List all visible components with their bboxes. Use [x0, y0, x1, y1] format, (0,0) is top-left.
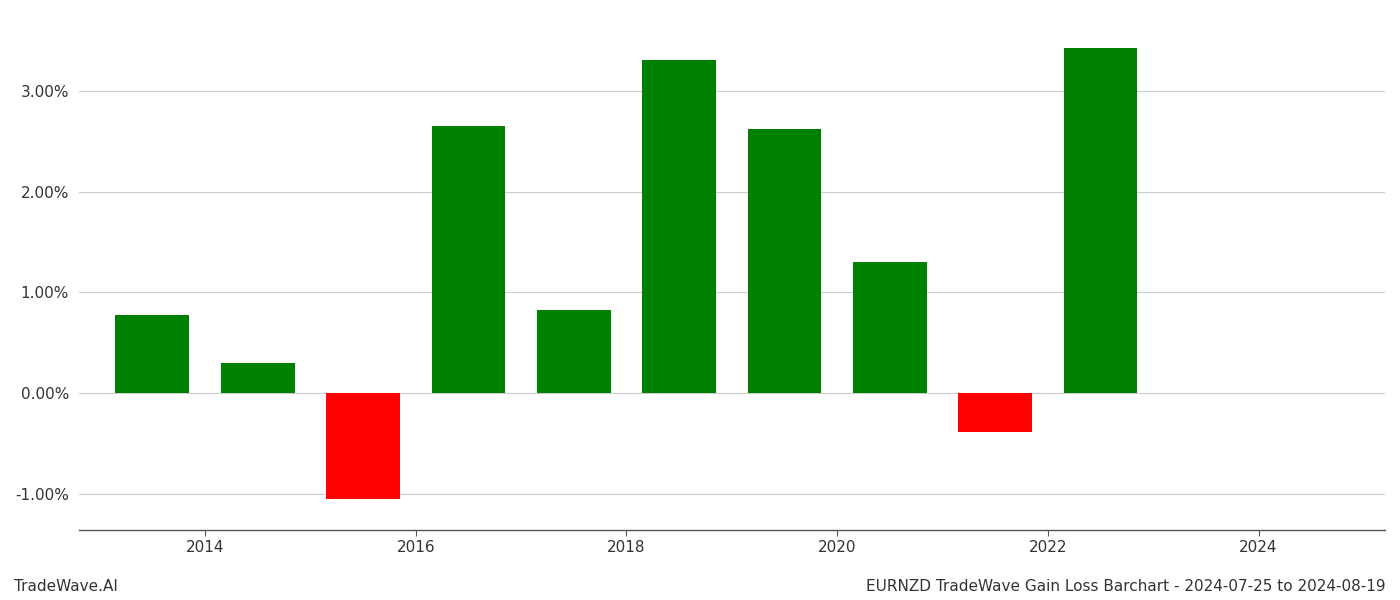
Bar	[1064, 48, 1137, 394]
Text: TradeWave.AI: TradeWave.AI	[14, 579, 118, 594]
Text: EURNZD TradeWave Gain Loss Barchart - 2024-07-25 to 2024-08-19: EURNZD TradeWave Gain Loss Barchart - 20…	[867, 579, 1386, 594]
Bar	[431, 126, 505, 394]
Bar	[536, 310, 610, 394]
Bar	[326, 394, 400, 499]
Bar	[853, 262, 927, 394]
Bar	[959, 394, 1032, 432]
Bar	[115, 314, 189, 394]
Bar	[643, 61, 715, 394]
Bar	[748, 129, 822, 394]
Bar	[221, 363, 294, 394]
